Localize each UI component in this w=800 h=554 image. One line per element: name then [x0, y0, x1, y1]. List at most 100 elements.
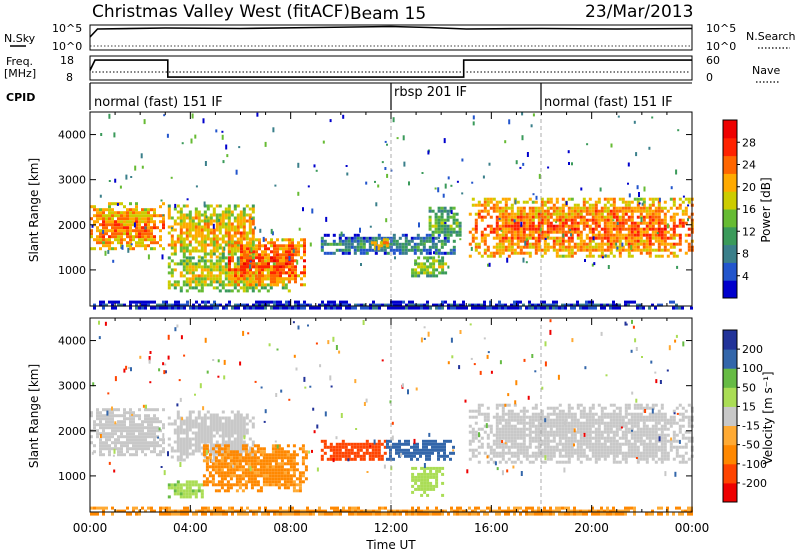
velocity-cell — [224, 419, 228, 423]
power-cell — [141, 232, 144, 236]
power-cell — [546, 233, 550, 237]
velocity-cell — [495, 445, 499, 449]
velocity-cell — [477, 403, 481, 407]
power-cell — [188, 240, 192, 244]
power-cell — [240, 268, 243, 272]
velocity-cell — [138, 441, 141, 445]
velocity-cell — [411, 484, 415, 488]
power-cell — [443, 251, 447, 255]
power-cell — [446, 218, 450, 222]
power-cell — [382, 241, 386, 245]
velocity-cell — [129, 417, 132, 421]
power-cell — [291, 241, 294, 245]
velocity-cell — [486, 418, 490, 422]
velocity-cell — [256, 456, 260, 460]
power-cell — [446, 212, 450, 216]
power-cell — [344, 251, 348, 255]
power-cell — [179, 240, 183, 244]
velocity-cell — [176, 437, 180, 441]
power-cell — [236, 280, 240, 284]
power-cell — [194, 274, 198, 278]
power-cell — [197, 289, 201, 293]
power-cell — [501, 245, 505, 249]
power-cell — [303, 283, 306, 287]
power-cell — [234, 277, 237, 281]
velocity-cell — [132, 423, 135, 427]
power-cell — [621, 206, 625, 210]
power-cell — [197, 231, 201, 235]
power-cell — [111, 300, 114, 304]
power-cell — [270, 256, 273, 260]
power-cell — [291, 262, 294, 266]
velocity-cell — [441, 481, 445, 485]
power-cell — [429, 265, 433, 269]
power-cell — [392, 242, 396, 246]
power-cell — [660, 242, 664, 246]
power-cell — [428, 233, 432, 237]
velocity-cell — [217, 447, 221, 451]
velocity-cell — [93, 426, 96, 430]
velocity-cell — [239, 449, 243, 453]
velocity-cell — [277, 474, 281, 478]
velocity-cell — [217, 450, 221, 454]
velocity-cell — [374, 445, 378, 449]
velocity-cell — [280, 453, 284, 457]
velocity-cell — [233, 413, 237, 417]
power-cell — [197, 259, 201, 263]
velocity-cell — [99, 423, 102, 427]
velocity-cell — [498, 421, 502, 425]
power-cell — [167, 286, 171, 290]
power-cell — [365, 248, 369, 252]
velocity-cell — [350, 448, 354, 452]
power-cell — [147, 244, 150, 248]
velocity-cell — [304, 477, 308, 481]
power-cell — [309, 303, 312, 307]
velocity-cell — [188, 443, 192, 447]
velocity-cell — [507, 415, 511, 419]
power-cell — [546, 197, 550, 201]
power-cell — [588, 197, 592, 201]
power-cell — [594, 227, 598, 231]
power-cell — [567, 230, 571, 234]
power-cell — [285, 262, 288, 266]
power-cell — [266, 277, 270, 281]
velocity-cell — [212, 434, 216, 438]
power-cell — [434, 218, 438, 222]
power-cell — [513, 303, 516, 307]
power-cell — [315, 306, 318, 310]
power-cell — [266, 283, 270, 287]
velocity-cell — [522, 427, 526, 431]
velocity-cell — [244, 447, 248, 451]
velocity-cell — [250, 468, 254, 472]
power-cell — [639, 197, 643, 201]
nsearch-tick-bottom: 10^0 — [706, 40, 736, 53]
velocity-cell — [298, 480, 302, 484]
velocity-cell — [256, 474, 260, 478]
velocity-cell — [262, 477, 266, 481]
power-cell — [255, 247, 258, 251]
velocity-cell — [209, 422, 213, 426]
velocity-cell — [90, 435, 93, 439]
power-cell — [252, 280, 255, 284]
velocity-cell — [179, 419, 183, 423]
power-cell — [345, 306, 348, 310]
power-cell — [540, 197, 544, 201]
velocity-cell — [226, 486, 230, 490]
velocity-cell — [262, 474, 266, 478]
power-cell — [276, 280, 279, 284]
power-cell — [501, 224, 505, 228]
velocity-cell — [540, 415, 544, 419]
velocity-cell — [522, 445, 526, 449]
velocity-cell — [429, 475, 433, 479]
velocity-cell — [126, 411, 129, 415]
power-cell — [114, 220, 117, 224]
power-cell — [243, 247, 246, 251]
velocity-cell — [414, 487, 418, 491]
power-cell — [570, 209, 574, 213]
velocity-cell — [117, 450, 120, 454]
freq-series — [89, 59, 692, 78]
power-cell — [288, 253, 291, 257]
velocity-cell — [241, 489, 245, 493]
power-cell — [612, 212, 616, 216]
power-cell — [636, 248, 640, 252]
